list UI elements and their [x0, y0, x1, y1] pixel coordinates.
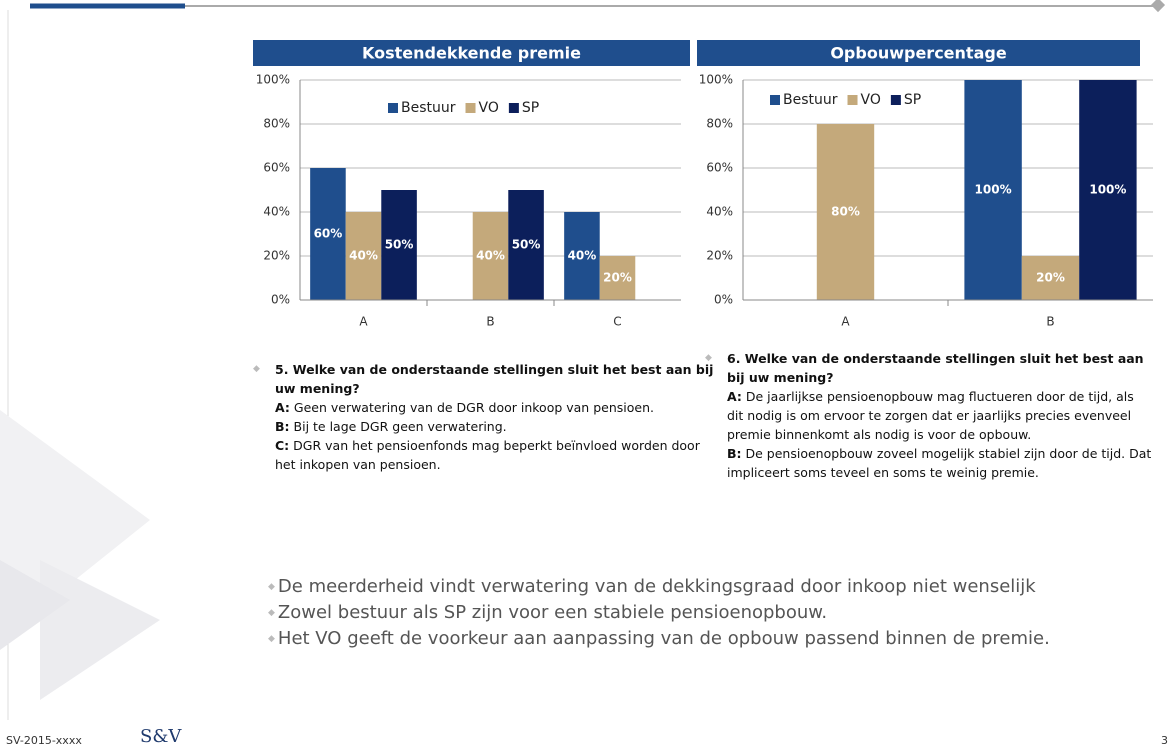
legend-swatch — [465, 103, 476, 113]
question: 6. Welke van de onderstaande stellingen … — [705, 349, 1152, 482]
bar — [599, 256, 636, 300]
question-title: 6. Welke van de onderstaande stellingen … — [727, 351, 1144, 385]
logo: S&V — [140, 726, 182, 747]
legend-swatch — [388, 103, 398, 113]
legend-swatch — [508, 103, 519, 113]
value-label: 20% — [603, 271, 632, 285]
y-tick-label: 60% — [263, 161, 290, 175]
y-tick-label: 20% — [263, 249, 290, 263]
y-tick-label: 0% — [714, 293, 733, 307]
option-label: A: — [727, 389, 742, 404]
value-label: 40% — [568, 249, 597, 263]
legend-swatch — [770, 95, 780, 105]
x-tick-label: A — [841, 315, 850, 329]
y-tick-label: 0% — [271, 293, 290, 307]
y-tick-label: 100% — [699, 73, 733, 87]
option: B: De pensioenopbouw zoveel mogelijk sta… — [727, 444, 1152, 482]
value-label: 100% — [975, 183, 1012, 197]
value-label: 50% — [512, 238, 541, 252]
y-tick-label: 80% — [263, 117, 290, 131]
chart-title: Kostendekkende premie — [362, 44, 581, 63]
option: B: Bij te lage DGR geen verwatering. — [275, 417, 715, 436]
doc-code: SV-2015-xxxx — [6, 734, 82, 747]
y-tick-label: 40% — [263, 205, 290, 219]
y-tick-label: 20% — [706, 249, 733, 263]
bullet: De meerderheid vindt verwatering van de … — [268, 574, 1050, 600]
option: C: DGR van het pensioenfonds mag beperkt… — [275, 436, 715, 474]
y-tick-label: 60% — [706, 161, 733, 175]
legend-swatch — [847, 95, 858, 105]
x-tick-label: B — [486, 315, 494, 329]
x-tick-label: A — [359, 315, 368, 329]
question-title: 5. Welke van de onderstaande stellingen … — [275, 362, 714, 396]
bar — [310, 168, 346, 300]
value-label: 20% — [1036, 271, 1065, 285]
legend-label: SP — [904, 92, 921, 108]
bullet: Het VO geeft de voorkeur aan aanpassing … — [268, 626, 1050, 652]
bar — [1021, 256, 1080, 300]
value-label: 80% — [831, 205, 860, 219]
y-tick-label: 80% — [706, 117, 733, 131]
bar — [381, 190, 417, 300]
option: A: De jaarlijkse pensioenopbouw mag fluc… — [727, 387, 1152, 444]
question: 5. Welke van de onderstaande stellingen … — [253, 360, 715, 474]
decor — [40, 560, 160, 700]
bullet-list: De meerderheid vindt verwatering van de … — [268, 574, 1050, 652]
bar — [564, 212, 600, 300]
legend-swatch — [890, 95, 901, 105]
bar — [472, 212, 509, 300]
legend-label: Bestuur — [783, 92, 838, 108]
bar — [816, 124, 875, 300]
x-tick-label: B — [1046, 315, 1054, 329]
option-text: DGR van het pensioenfonds mag beperkt be… — [275, 438, 700, 472]
option-label: B: — [727, 446, 742, 461]
chart-title-bar — [697, 40, 1140, 66]
option-text: De jaarlijkse pensioenopbouw mag fluctue… — [727, 389, 1134, 442]
x-tick-label: C — [613, 315, 621, 329]
option: A: Geen verwatering van de DGR door inko… — [275, 398, 715, 417]
value-label: 40% — [349, 249, 378, 263]
bar — [1079, 80, 1137, 300]
value-label: 40% — [476, 249, 505, 263]
chart-title: Opbouwpercentage — [830, 44, 1006, 63]
option-label: C: — [275, 438, 290, 453]
legend-label: Bestuur — [401, 100, 456, 116]
value-label: 50% — [385, 238, 414, 252]
legend-label: VO — [479, 100, 499, 116]
value-label: 100% — [1089, 183, 1126, 197]
option-text: Geen verwatering van de DGR door inkoop … — [293, 400, 654, 415]
page-number: 3 — [1161, 734, 1168, 747]
value-label: 60% — [314, 227, 343, 241]
legend-label: SP — [522, 100, 539, 116]
bar — [345, 212, 382, 300]
legend-label: VO — [861, 92, 881, 108]
option-text: De pensioenopbouw zoveel mogelijk stabie… — [727, 446, 1152, 480]
decor — [0, 560, 70, 650]
bar — [508, 190, 544, 300]
header-diamond — [1150, 0, 1166, 13]
y-tick-label: 100% — [256, 73, 290, 87]
bar — [964, 80, 1022, 300]
option-label: A: — [275, 400, 290, 415]
bullet: Zowel bestuur als SP zijn voor een stabi… — [268, 600, 1050, 626]
y-tick-label: 40% — [706, 205, 733, 219]
option-label: B: — [275, 419, 290, 434]
option-text: Bij te lage DGR geen verwatering. — [293, 419, 507, 434]
chart-title-bar — [253, 40, 690, 66]
